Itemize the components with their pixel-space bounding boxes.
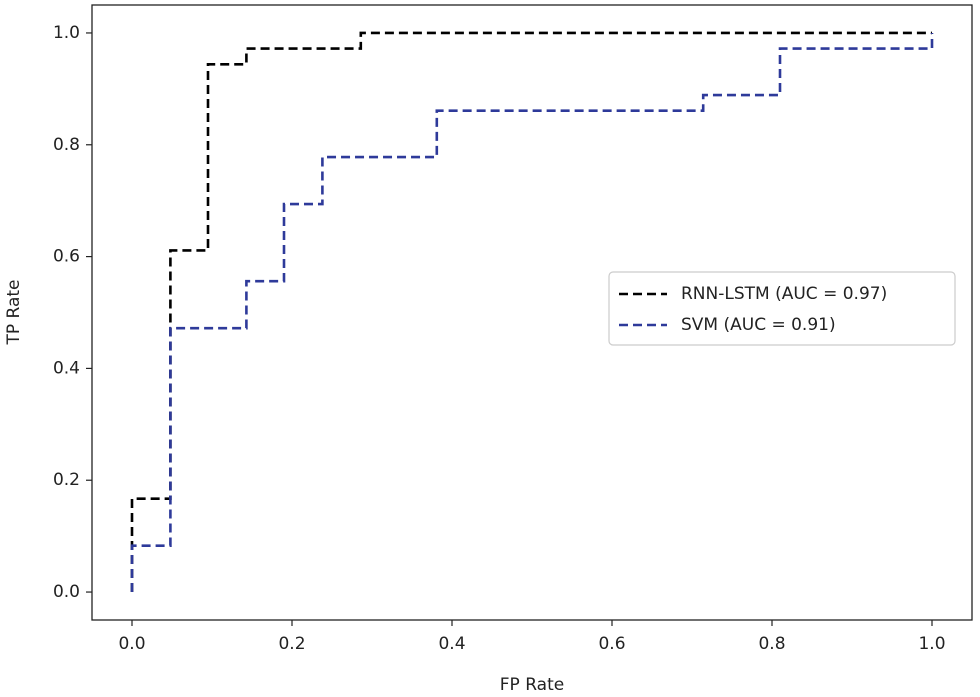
plot-frame	[91, 4, 973, 621]
y-tick-label: 0.6	[53, 247, 80, 267]
roc-line	[130, 31, 932, 593]
x-tick-label: 0.4	[438, 634, 465, 654]
x-tick-label: 0.0	[118, 634, 145, 654]
y-tick-label: 0.8	[53, 135, 80, 155]
x-axis-label: FP Rate	[500, 675, 564, 695]
x-tick-label: 0.6	[598, 634, 625, 654]
x-tick-label: 0.2	[278, 634, 305, 654]
y-tick-label: 0.4	[53, 358, 80, 378]
y-tick-label: 0.0	[53, 582, 80, 602]
x-tick-label: 0.8	[758, 634, 785, 654]
legend-label: RNN-LSTM (AUC = 0.97)	[681, 284, 887, 304]
y-tick-label: 1.0	[53, 23, 80, 43]
x-tick-label: 1.0	[918, 634, 945, 654]
legend-box	[608, 271, 956, 346]
legend-label: SVM (AUC = 0.91)	[681, 315, 836, 335]
roc-line	[130, 32, 934, 593]
y-axis-label: TP Rate	[4, 279, 24, 345]
y-tick-label: 0.2	[53, 470, 80, 490]
